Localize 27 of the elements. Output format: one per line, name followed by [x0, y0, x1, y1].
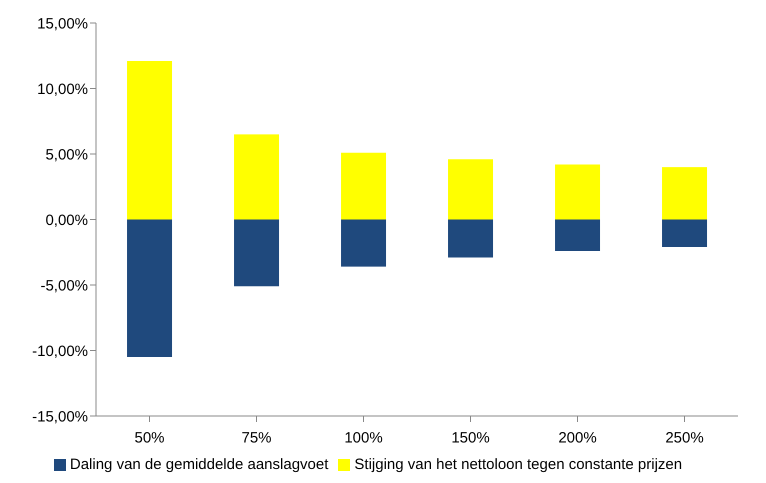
bar	[341, 152, 386, 220]
bar	[234, 134, 280, 220]
x-tick-label: 250%	[665, 430, 704, 447]
y-tick-label: 10,00%	[37, 80, 88, 98]
x-tick-label: 150%	[451, 430, 490, 447]
legend-label: Daling van de gemiddelde aanslagvoet	[70, 456, 328, 473]
y-tick-label: -5,00%	[40, 277, 88, 294]
bar	[341, 220, 386, 267]
y-tick-label: 0,00%	[45, 212, 88, 229]
legend-label: Stijging van het nettoloon tegen constante prijzen	[354, 456, 682, 473]
bar	[662, 220, 708, 248]
y-tick-label: -10,00%	[32, 342, 88, 360]
bar	[448, 220, 494, 258]
x-tick-label: 200%	[558, 430, 597, 447]
bar	[555, 220, 600, 251]
bar	[234, 220, 280, 286]
bar	[448, 159, 494, 220]
bar	[127, 220, 172, 358]
x-tick-label: 100%	[344, 430, 383, 447]
y-tick-label: 5,00%	[45, 146, 88, 164]
bar	[662, 167, 708, 220]
y-tick-label: -15,00%	[32, 408, 88, 426]
x-tick-label: 75%	[241, 430, 272, 447]
y-tick-label: 15,00%	[37, 15, 88, 32]
bar	[127, 60, 172, 220]
x-tick-label: 50%	[134, 430, 165, 447]
bar	[555, 164, 600, 220]
